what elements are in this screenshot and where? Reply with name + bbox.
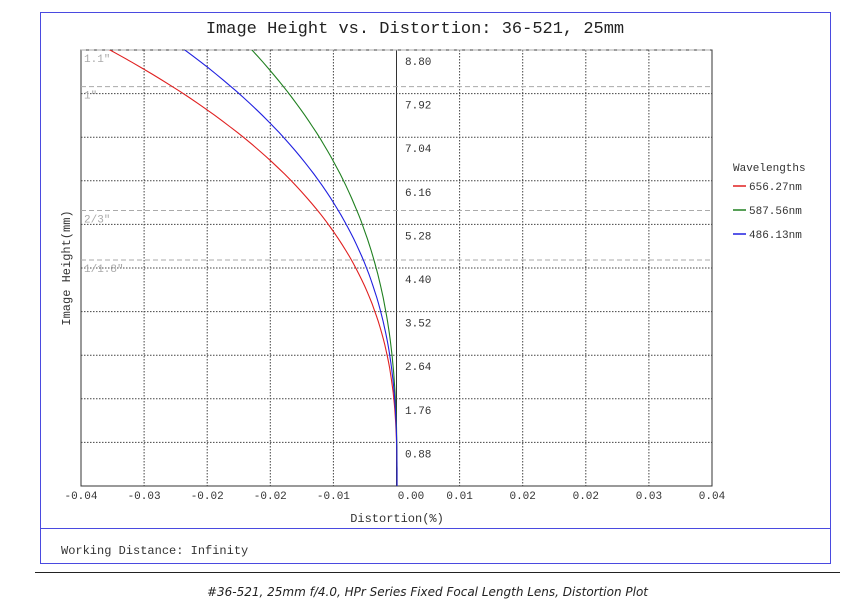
y-tick-label: 2.64 (405, 362, 432, 374)
legend-label: 587.56nm (749, 206, 802, 218)
x-tick-label: -0.02 (191, 491, 224, 503)
x-tick-label: -0.04 (64, 491, 97, 503)
x-tick-label: 0.02 (509, 491, 535, 503)
y-tick-label: 7.92 (405, 101, 431, 113)
series-line-587.56nm (251, 50, 398, 486)
working-distance: Working Distance: Infinity (61, 544, 249, 558)
y-tick-label: 8.80 (405, 57, 431, 69)
y-tick-label: 0.88 (405, 449, 431, 461)
series-line-486.13nm (183, 50, 398, 486)
figure-caption: #36-521, 25mm f/4.0, HPr Series Fixed Fo… (206, 585, 649, 599)
chart-frame (40, 12, 831, 564)
divider (40, 528, 831, 529)
x-tick-label: 0.00 (398, 491, 424, 503)
x-tick-label: -0.03 (128, 491, 161, 503)
series-line-656.27nm (108, 50, 398, 486)
y-tick-label: 4.40 (405, 275, 431, 287)
x-tick-label: -0.01 (317, 491, 350, 503)
legend-label: 656.27nm (749, 182, 802, 194)
sensor-format-label: 1/1.8" (84, 264, 124, 276)
y-tick-label: 6.16 (405, 188, 431, 200)
x-axis-label: Distortion(%) (350, 512, 444, 526)
sensor-format-label: 2/3" (84, 215, 110, 227)
x-tick-label: 0.01 (446, 491, 473, 503)
legend-label: 486.13nm (749, 230, 802, 242)
x-tick-label: 0.02 (573, 491, 599, 503)
y-tick-label: 3.52 (405, 319, 431, 331)
caption-rule (35, 572, 840, 573)
y-axis-label: Image Height(mm) (60, 210, 74, 325)
chart-title: Image Height vs. Distortion: 36-521, 25m… (206, 20, 624, 39)
x-tick-label: -0.02 (254, 491, 287, 503)
legend-title: Wavelengths (733, 163, 806, 175)
sensor-format-label: 1" (84, 91, 97, 103)
y-tick-label: 5.28 (405, 231, 431, 243)
x-tick-label: 0.03 (636, 491, 662, 503)
x-tick-label: 0.04 (699, 491, 726, 503)
y-tick-label: 1.76 (405, 406, 431, 418)
y-tick-label: 7.04 (405, 144, 432, 156)
sensor-format-label: 1.1" (84, 54, 110, 66)
